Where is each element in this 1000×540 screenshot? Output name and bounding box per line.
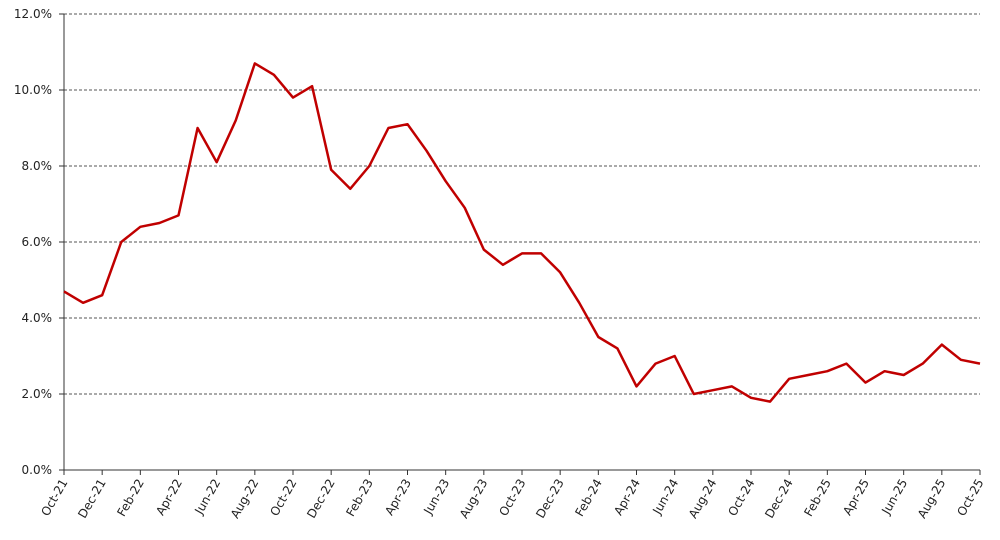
y-tick-label: 12.0% (14, 7, 52, 21)
x-tick-label: Dec-21 (75, 477, 109, 521)
y-tick-label: 6.0% (22, 235, 53, 249)
y-tick-label: 4.0% (22, 311, 53, 325)
x-tick-label: Feb-23 (343, 477, 376, 519)
x-tick-label: Apr-25 (840, 477, 872, 518)
x-tick-label: Feb-25 (801, 477, 834, 519)
x-tick-label: Oct-23 (496, 477, 528, 519)
x-tick-label: Dec-23 (533, 477, 567, 521)
x-tick-label: Oct-21 (38, 477, 70, 519)
x-tick-label: Apr-24 (611, 477, 643, 518)
x-tick-label: Apr-23 (382, 477, 414, 518)
y-tick-label: 2.0% (22, 387, 53, 401)
x-tick-label: Aug-23 (457, 477, 491, 521)
x-tick-label: Oct-25 (954, 477, 986, 519)
x-tick-label: Apr-22 (153, 477, 185, 518)
x-tick-label: Aug-22 (228, 477, 262, 521)
x-tick-label: Oct-22 (267, 477, 299, 519)
x-tick-label: Jun-23 (420, 477, 452, 518)
y-tick-label: 0.0% (22, 463, 53, 477)
x-tick-label: Oct-24 (725, 477, 757, 519)
x-tick-label: Aug-25 (915, 477, 949, 521)
x-tick-label: Feb-24 (572, 477, 605, 519)
x-tick-label: Jun-22 (191, 477, 223, 518)
x-tick-label: Aug-24 (686, 477, 720, 521)
y-tick-label: 8.0% (22, 159, 53, 173)
data-line (63, 62, 981, 403)
y-tick-label: 10.0% (14, 83, 52, 97)
x-tick-label: Dec-22 (304, 477, 338, 521)
x-tick-label: Jun-24 (649, 477, 681, 518)
x-tick-label: Feb-22 (114, 477, 147, 519)
x-tick-label: Dec-24 (762, 477, 796, 521)
x-tick-label: Jun-25 (878, 477, 910, 518)
